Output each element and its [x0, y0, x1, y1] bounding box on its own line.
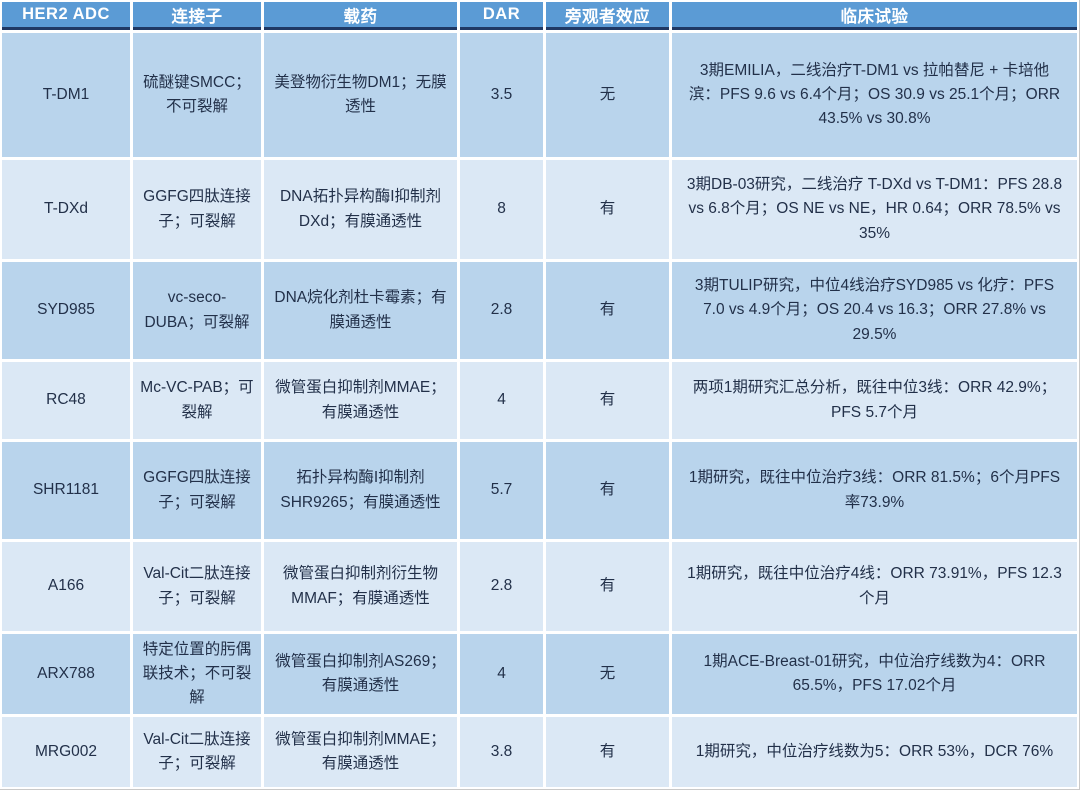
cell-linker: vc-seco-DUBA；可裂解	[133, 262, 261, 359]
table-row: MRG002 Val-Cit二肽连接子；可裂解 微管蛋白抑制剂MMAE；有膜通透性 3…	[2, 717, 1077, 787]
header-clinical: 临床试验	[672, 2, 1077, 30]
table-row: RC48 Mc-VC-PAB；可裂解 微管蛋白抑制剂MMAE；有膜通透性 4 有两项1期…	[2, 362, 1077, 439]
header-bystander: 旁观者效应	[546, 2, 669, 30]
cell-payload: DNA烷化剂杜卡霉素；有膜通透性	[264, 262, 457, 359]
cell-adc: T-DXd	[2, 160, 130, 259]
cell-clinical: 3期EMILIA，二线治疗T-DM1 vs 拉帕替尼 + 卡培他滨：PFS 9.…	[672, 33, 1077, 157]
cell-bystander: 无	[546, 33, 669, 157]
cell-adc: RC48	[2, 362, 130, 439]
cell-linker: 硫醚键SMCC；不可裂解	[133, 33, 261, 157]
cell-payload: 拓扑异构酶I抑制剂SHR9265；有膜通透性	[264, 442, 457, 539]
cell-dar: 4	[460, 362, 543, 439]
cell-payload: 微管蛋白抑制剂MMAE；有膜通透性	[264, 362, 457, 439]
cell-clinical: 1期ACE-Breast-01研究，中位治疗线数为4：ORR 65.5%，PFS…	[672, 634, 1077, 714]
cell-clinical: 1期研究，既往中位治疗4线：ORR 73.91%，PFS 12.3个月	[672, 542, 1077, 631]
cell-linker: GGFG四肽连接子；可裂解	[133, 442, 261, 539]
cell-payload: 微管蛋白抑制剂MMAE；有膜通透性	[264, 717, 457, 787]
cell-linker: 特定位置的肟偶联技术；不可裂解	[133, 634, 261, 714]
header-her2-adc: HER2 ADC	[2, 2, 130, 30]
cell-bystander: 有	[546, 542, 669, 631]
table-row: SYD985 vc-seco-DUBA；可裂解 DNA烷化剂杜卡霉素；有膜通透性 2.…	[2, 262, 1077, 359]
table-row: A166 Val-Cit二肽连接子；可裂解 微管蛋白抑制剂衍生物MMAF；有膜通透性…	[2, 542, 1077, 631]
cell-dar: 5.7	[460, 442, 543, 539]
cell-dar: 3.8	[460, 717, 543, 787]
cell-clinical: 两项1期研究汇总分析，既往中位3线：ORR 42.9%；PFS 5.7个月	[672, 362, 1077, 439]
cell-dar: 2.8	[460, 262, 543, 359]
cell-dar: 3.5	[460, 33, 543, 157]
cell-bystander: 有	[546, 160, 669, 259]
cell-payload: 美登物衍生物DM1；无膜透性	[264, 33, 457, 157]
cell-payload: DNA拓扑异构酶I抑制剂DXd；有膜通透性	[264, 160, 457, 259]
cell-linker: Val-Cit二肽连接子；可裂解	[133, 542, 261, 631]
cell-adc: MRG002	[2, 717, 130, 787]
cell-dar: 8	[460, 160, 543, 259]
table-row: T-DM1 硫醚键SMCC；不可裂解 美登物衍生物DM1；无膜透性 3.5 无 3期EMI…	[2, 33, 1077, 157]
cell-clinical: 3期TULIP研究，中位4线治疗SYD985 vs 化疗：PFS 7.0 vs …	[672, 262, 1077, 359]
header-payload: 载药	[264, 2, 457, 30]
cell-adc: SYD985	[2, 262, 130, 359]
cell-linker: Mc-VC-PAB；可裂解	[133, 362, 261, 439]
cell-clinical: 3期DB-03研究，二线治疗 T-DXd vs T-DM1：PFS 28.8 v…	[672, 160, 1077, 259]
cell-bystander: 有	[546, 362, 669, 439]
table-row: SHR1181 GGFG四肽连接子；可裂解 拓扑异构酶I抑制剂SHR9265；有膜通…	[2, 442, 1077, 539]
cell-payload: 微管蛋白抑制剂AS269；有膜通透性	[264, 634, 457, 714]
cell-linker: GGFG四肽连接子；可裂解	[133, 160, 261, 259]
cell-bystander: 有	[546, 717, 669, 787]
cell-clinical: 1期研究，中位治疗线数为5：ORR 53%，DCR 76%	[672, 717, 1077, 787]
cell-dar: 4	[460, 634, 543, 714]
cell-clinical: 1期研究，既往中位治疗3线：ORR 81.5%；6个月PFS率73.9%	[672, 442, 1077, 539]
header-linker: 连接子	[133, 2, 261, 30]
cell-dar: 2.8	[460, 542, 543, 631]
table-header-row: HER2 ADC 连接子 载药 DAR 旁观者效应 临床试验	[2, 2, 1077, 30]
cell-bystander: 无	[546, 634, 669, 714]
cell-adc: ARX788	[2, 634, 130, 714]
cell-adc: T-DM1	[2, 33, 130, 157]
cell-payload: 微管蛋白抑制剂衍生物MMAF；有膜通透性	[264, 542, 457, 631]
cell-linker: Val-Cit二肽连接子；可裂解	[133, 717, 261, 787]
table-row: T-DXd GGFG四肽连接子；可裂解 DNA拓扑异构酶I抑制剂DXd；有膜通透性 8…	[2, 160, 1077, 259]
cell-adc: SHR1181	[2, 442, 130, 539]
cell-adc: A166	[2, 542, 130, 631]
table-row: ARX788 特定位置的肟偶联技术；不可裂解 微管蛋白抑制剂AS269；有膜通透性 4…	[2, 634, 1077, 714]
cell-bystander: 有	[546, 442, 669, 539]
cell-bystander: 有	[546, 262, 669, 359]
header-dar: DAR	[460, 2, 543, 30]
